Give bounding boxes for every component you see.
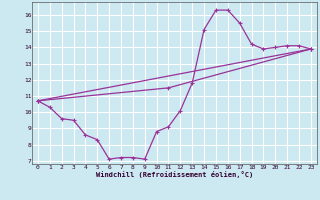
X-axis label: Windchill (Refroidissement éolien,°C): Windchill (Refroidissement éolien,°C) <box>96 171 253 178</box>
